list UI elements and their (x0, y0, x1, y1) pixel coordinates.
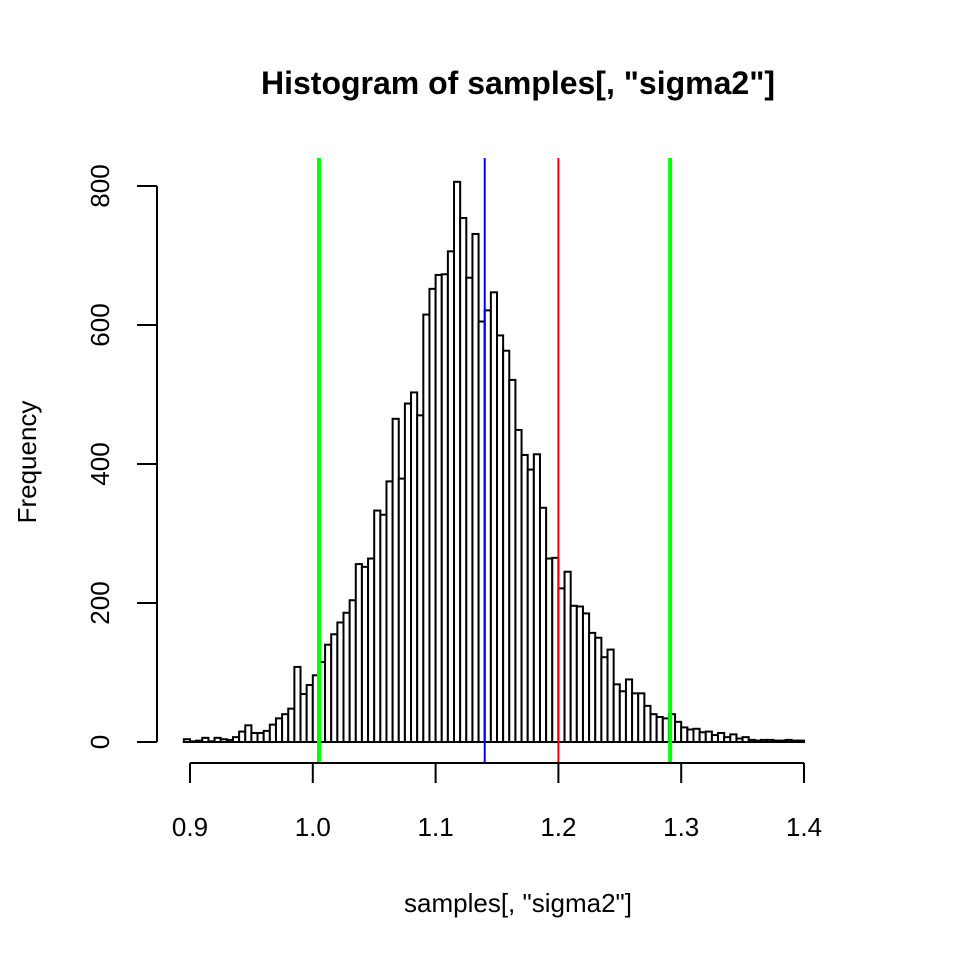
histogram-bar (201, 736, 210, 744)
y-axis: 0 200 400 600 800 (85, 164, 158, 749)
chart-title: Histogram of samples[, "sigma2"] (261, 65, 775, 101)
x-tick-label: 0.9 (172, 812, 208, 842)
x-axis: 0.9 1.0 1.1 1.2 1.3 1.4 (172, 762, 822, 842)
histogram-bar (796, 739, 805, 743)
x-tick-label: 1.0 (295, 812, 331, 842)
x-tick-label: 1.1 (418, 812, 454, 842)
y-tick-label: 200 (85, 581, 115, 624)
y-tick-label: 800 (85, 164, 115, 207)
histogram-bars (182, 180, 805, 744)
y-axis-label: Frequency (12, 401, 42, 524)
reference-lines (316, 158, 673, 763)
y-tick-label: 0 (85, 735, 115, 749)
x-tick-label: 1.4 (786, 812, 822, 842)
x-tick-label: 1.3 (663, 812, 699, 842)
y-tick-label: 600 (85, 303, 115, 346)
x-tick-label: 1.2 (540, 812, 576, 842)
x-axis-label: samples[, "sigma2"] (404, 888, 632, 918)
y-tick-label: 400 (85, 442, 115, 485)
